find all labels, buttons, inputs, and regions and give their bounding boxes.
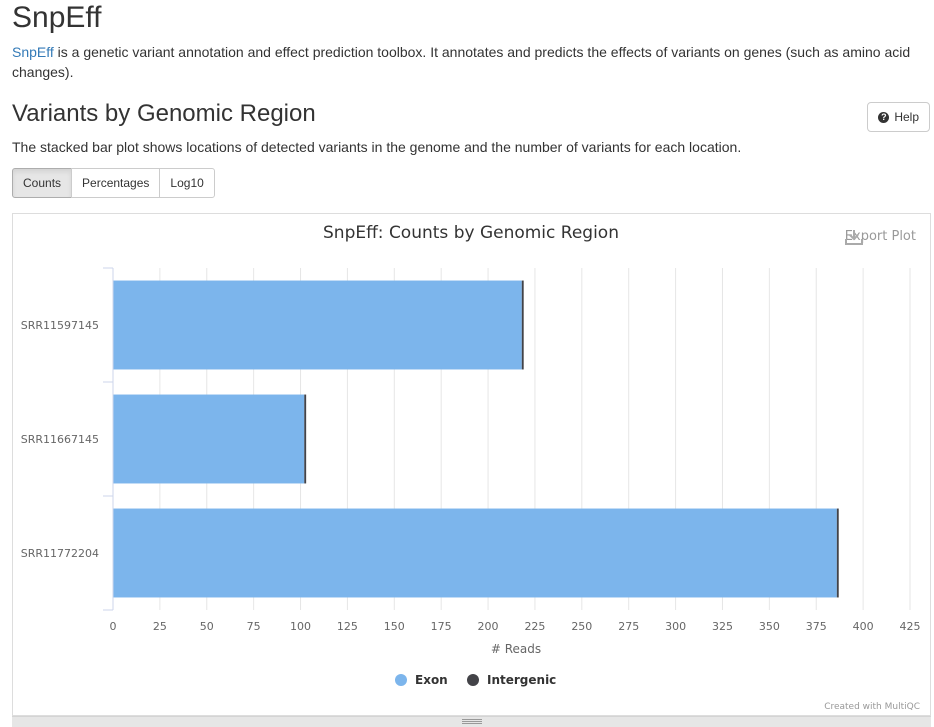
snpeff-link[interactable]: SnpEff: [12, 44, 54, 60]
x-axis-label: # Reads: [491, 642, 541, 656]
x-tick-label: 50: [200, 620, 214, 633]
y-tick-label: SRR11597145: [21, 319, 99, 332]
help-button[interactable]: ? Help: [867, 102, 930, 132]
credit-text: Created with MultiQC: [824, 702, 920, 712]
plot-resize-handle[interactable]: [12, 716, 931, 727]
x-tick-label: 75: [247, 620, 261, 633]
bar-exon[interactable]: [113, 280, 522, 370]
legend-label: Exon: [415, 673, 448, 687]
percentages-button[interactable]: Percentages: [71, 168, 161, 198]
x-tick-label: 275: [618, 620, 639, 633]
legend: Exon Intergenic: [395, 673, 556, 687]
bar-intergenic[interactable]: [521, 280, 524, 370]
x-tick-label: 425: [900, 620, 921, 633]
x-tick-label: 250: [571, 620, 592, 633]
log10-button[interactable]: Log10: [159, 168, 215, 198]
intro-paragraph: SnpEff is a genetic variant annotation a…: [12, 42, 922, 82]
page-title: SnpEff: [12, 1, 102, 34]
x-tick-label: 350: [759, 620, 780, 633]
section-description: The stacked bar plot shows locations of …: [12, 139, 742, 155]
plot-mode-toggle: Counts Percentages Log10: [12, 168, 215, 198]
x-tick-label: 150: [384, 620, 405, 633]
grip-icon: [462, 719, 482, 724]
x-tick-label: 100: [290, 620, 311, 633]
legend-item-intergenic[interactable]: Intergenic: [467, 673, 556, 687]
x-tick-label: 300: [665, 620, 686, 633]
intro-text: is a genetic variant annotation and effe…: [12, 44, 911, 80]
axes: 0 25 50 75 100 125 150 175 200 225 250 275 300 325 350…: [21, 267, 921, 633]
y-tick-label: SRR11667145: [21, 433, 99, 446]
bar-exon[interactable]: [113, 394, 305, 484]
chart-title: SnpEff: Counts by Genomic Region: [323, 223, 619, 243]
legend-marker: [467, 674, 479, 686]
bars: [113, 280, 839, 598]
x-tick-label: 175: [431, 620, 452, 633]
x-tick-label: 25: [153, 620, 167, 633]
bar-exon[interactable]: [113, 508, 837, 598]
legend-marker: [395, 674, 407, 686]
x-tick-label: 325: [712, 620, 733, 633]
x-tick-label: 225: [524, 620, 545, 633]
download-icon: [844, 230, 863, 245]
question-circle-icon: ?: [878, 111, 890, 123]
help-button-label: Help: [894, 110, 919, 124]
bar-intergenic[interactable]: [836, 508, 839, 598]
x-tick-label: 0: [110, 620, 117, 633]
y-tick-label: SRR11772204: [21, 547, 99, 560]
legend-item-exon[interactable]: Exon: [395, 673, 448, 687]
section-title: Variants by Genomic Region: [12, 100, 316, 127]
x-tick-label: 200: [478, 620, 499, 633]
bar-chart: 0 25 50 75 100 125 150 175 200 225 250 275 300 325 350…: [21, 223, 921, 712]
counts-button[interactable]: Counts: [12, 168, 73, 198]
legend-label: Intergenic: [487, 673, 556, 687]
x-tick-label: 125: [337, 620, 358, 633]
bar-intergenic[interactable]: [304, 394, 307, 484]
plot-container: 0 25 50 75 100 125 150 175 200 225 250 275 300 325 350…: [12, 213, 931, 716]
x-tick-label: 400: [853, 620, 874, 633]
x-tick-label: 375: [806, 620, 827, 633]
export-plot-button[interactable]: Export Plot: [844, 229, 916, 245]
